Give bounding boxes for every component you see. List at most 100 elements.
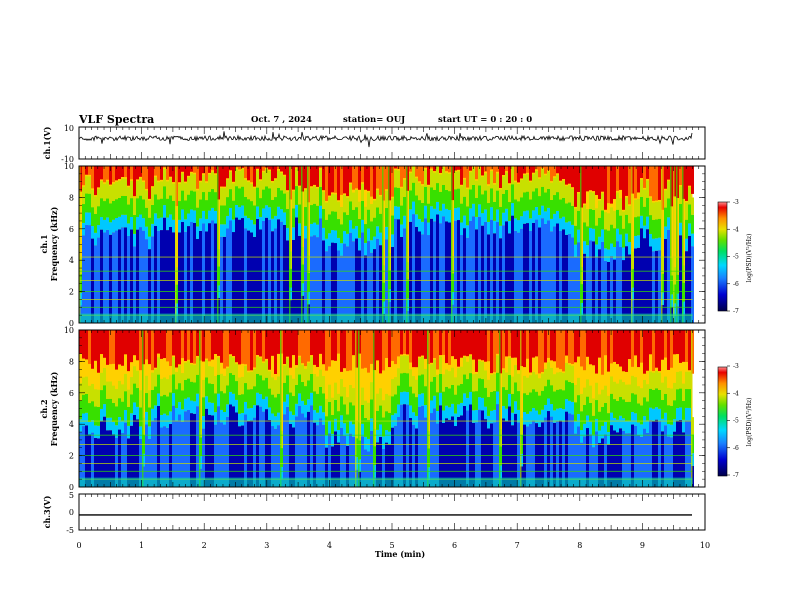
spectrogram-cell [112,434,115,487]
spectrogram-cell [454,413,457,427]
spectrogram-cell [178,330,181,365]
spectrogram-cell [391,246,394,323]
spectrogram-cell [106,381,109,399]
spectrogram-cell [337,219,340,238]
ch1-voltage-ytick-top: 10 [64,124,74,133]
spectrogram-cell [424,218,427,323]
spectrogram-cell [202,223,205,323]
spectrogram-cell [613,430,616,487]
spectrogram-cell [178,414,181,487]
spectrogram-cell [673,382,676,401]
spectrogram-cell [190,413,193,487]
spectrogram-cell [244,365,247,384]
spectrogram-cell [436,411,439,424]
spectrogram-cell [550,218,553,232]
spectrogram-cell [577,242,580,323]
spectrogram-cell [619,396,622,416]
spectrogram-cell [244,215,247,229]
spectrogram-cell [151,187,154,205]
spectrogram-cell [574,225,577,245]
spectrogram-cell [463,215,466,229]
spectrogram-cell [139,330,142,371]
spectrogram-cell [574,433,577,487]
spectrogram-cell [349,385,352,403]
spectrogram-cell [367,402,370,421]
spectrogram-cell [133,233,136,247]
ch3-voltage-ytick-top: 5 [69,491,74,500]
spectrogram-cell [181,421,184,487]
spectrogram-cell [643,397,646,417]
spectrogram-cell [532,222,535,323]
spectrogram-cell [568,166,571,184]
spectrogram-cell [679,419,682,487]
spectrogram-cell [454,208,457,221]
spectrogram-cell [187,194,190,214]
spectrogram-cell [361,232,364,323]
spectrogram-cell [361,183,364,201]
spectrogram-cell [151,166,154,187]
spectrogram-cell [523,192,526,212]
spectrogram-cell [505,172,508,190]
spectrogram-cell [265,409,268,487]
spectrogram-cell [106,181,109,199]
spectrogram-cell [391,234,394,247]
spectrogram-cell [247,420,250,487]
spectrogram-cell [571,166,574,188]
spectrogram-cell [82,377,85,395]
spectrogram-cell [199,182,202,200]
spectrogram-cell [445,172,448,190]
spectrogram-cell [412,182,415,202]
spectrogram-cell [403,166,406,179]
spectrogram-cell [124,422,127,487]
spectrogram-cell [235,217,238,323]
spectrogram-cell [646,401,649,421]
spectrogram-cell [352,228,355,242]
spectrogram-cell [592,228,595,242]
spectrogram-cell [415,178,418,196]
spectrogram-cell [343,435,346,487]
spectrogram-cell [127,204,130,224]
spectrogram-cell [232,232,235,323]
spectrogram-cell [517,373,520,392]
spectrogram-cell [571,330,574,364]
spectrogram-cell [466,225,469,238]
spectrogram-cell [265,330,268,359]
spectrogram-cell [211,402,214,416]
spectrogram-cell [238,188,241,208]
spectrogram-cell [94,389,97,407]
spectrogram-cell [430,400,433,414]
spectrogram-cell [307,399,310,412]
spectrogram-cell [328,401,331,421]
spectrogram-cell [274,380,277,398]
spectrogram-cell [331,242,334,323]
spectrogram-cell [505,408,508,422]
date-label: Oct. 7 , 2024 [251,115,312,125]
spectrogram-cell [532,330,535,358]
spectrogram-cell [112,183,115,201]
spectrogram-cell [112,219,115,233]
spectrogram-cell [442,330,445,355]
spectrogram-cell [184,398,187,412]
spectrogram-cell [505,421,508,487]
spectrogram-cell [217,330,220,356]
ch2-colorbar-ticks: -3-4-5-6-7 [727,363,739,479]
spectrogram-cell [613,330,616,362]
spectrogram-cell [127,438,130,487]
spectrogram-cell [250,166,253,183]
spectrogram-cell [520,330,522,487]
spectrogram-cell [655,219,658,239]
spectrogram-cell [259,166,262,180]
x-tick-label: 5 [389,541,394,550]
spectrogram-cell [205,377,208,397]
spectrogram-cell [301,166,303,323]
spectrogram-cell [337,250,340,323]
spectrogram-cell [379,388,382,406]
spectrogram-cell [685,371,688,390]
spectrogram-cell [295,217,298,323]
spectrogram-cell [322,393,325,413]
spectrogram-cell [541,186,544,206]
spectrogram-cell [220,188,223,206]
spectrogram-cell [433,189,436,209]
spectrogram-cell [157,199,160,219]
